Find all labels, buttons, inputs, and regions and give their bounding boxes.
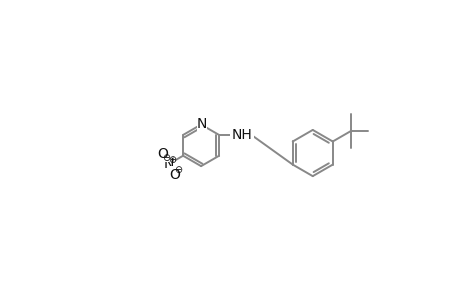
Text: ⊖: ⊖ xyxy=(174,165,182,175)
Text: ⊖: ⊖ xyxy=(162,153,170,163)
Text: N: N xyxy=(196,117,207,131)
Text: ⊕: ⊕ xyxy=(168,154,176,165)
Text: O: O xyxy=(169,168,179,182)
Text: NH: NH xyxy=(231,128,252,142)
Text: N: N xyxy=(163,157,173,171)
Text: O: O xyxy=(157,146,168,161)
